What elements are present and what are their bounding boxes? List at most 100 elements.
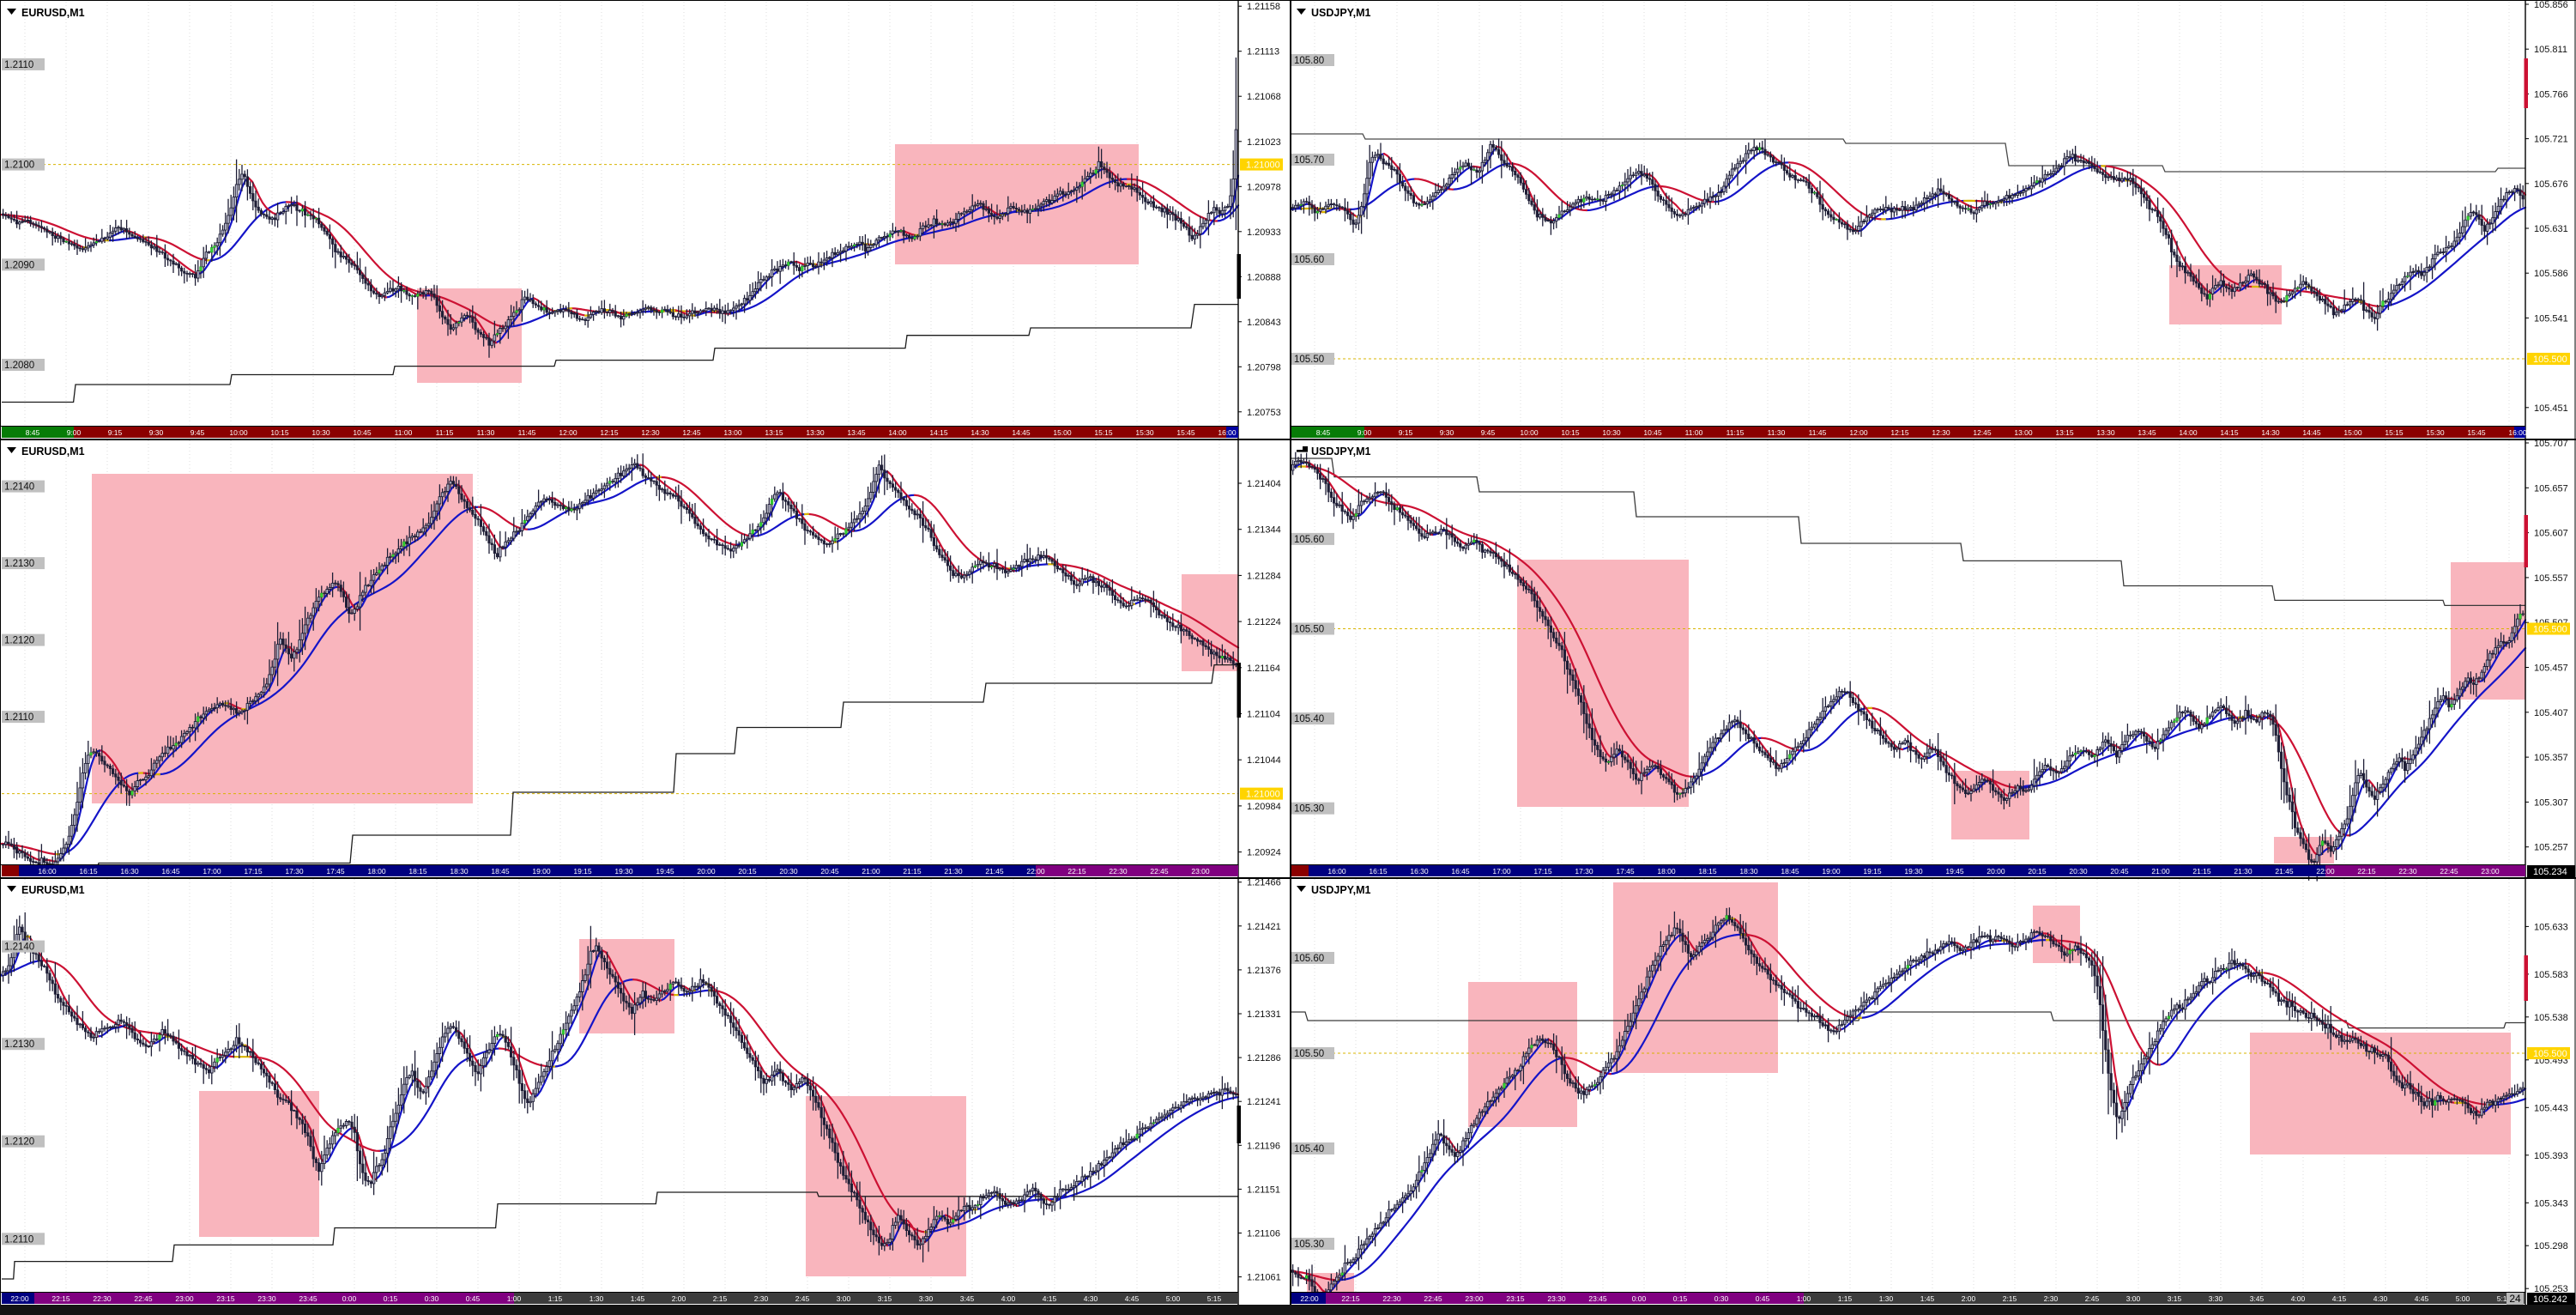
- svg-text:13:15: 13:15: [765, 428, 783, 437]
- svg-text:3:15: 3:15: [878, 1294, 892, 1303]
- svg-text:13:00: 13:00: [2014, 428, 2033, 437]
- svg-text:1:00: 1:00: [507, 1294, 522, 1303]
- svg-text:12:30: 12:30: [641, 428, 660, 437]
- svg-text:3:00: 3:00: [2126, 1294, 2141, 1303]
- svg-text:1.21000: 1.21000: [1246, 790, 1280, 800]
- svg-text:105.30: 105.30: [1294, 1239, 1324, 1250]
- svg-text:17:00: 17:00: [203, 867, 221, 876]
- svg-text:17:15: 17:15: [1533, 867, 1552, 876]
- svg-text:105.583: 105.583: [2534, 970, 2568, 980]
- svg-text:13:00: 13:00: [723, 428, 742, 437]
- svg-text:EURUSD,M1: EURUSD,M1: [21, 884, 85, 896]
- svg-text:10:15: 10:15: [1561, 428, 1580, 437]
- svg-text:1.21106: 1.21106: [1247, 1229, 1280, 1239]
- svg-text:20:30: 20:30: [2069, 867, 2088, 876]
- svg-text:1.2130: 1.2130: [4, 1039, 34, 1050]
- svg-text:13:30: 13:30: [806, 428, 825, 437]
- svg-text:22:15: 22:15: [1067, 867, 1086, 876]
- svg-text:1.21068: 1.21068: [1247, 92, 1281, 102]
- svg-text:105.70: 105.70: [1294, 155, 1324, 166]
- svg-text:105.30: 105.30: [1294, 804, 1324, 815]
- svg-text:105.307: 105.307: [2534, 797, 2568, 808]
- svg-text:11:30: 11:30: [1768, 428, 1786, 437]
- svg-text:105.766: 105.766: [2534, 89, 2568, 100]
- svg-text:1.20798: 1.20798: [1247, 362, 1281, 373]
- svg-text:4:00: 4:00: [1001, 1294, 1016, 1303]
- svg-text:23:00: 23:00: [1465, 1294, 1484, 1303]
- svg-text:10:45: 10:45: [353, 428, 372, 437]
- svg-text:10:45: 10:45: [1643, 428, 1662, 437]
- svg-text:105.707: 105.707: [2534, 439, 2568, 449]
- svg-text:4:45: 4:45: [1125, 1294, 1140, 1303]
- svg-text:13:30: 13:30: [2096, 428, 2115, 437]
- svg-text:1.21023: 1.21023: [1247, 137, 1281, 148]
- svg-text:9:15: 9:15: [108, 428, 123, 437]
- svg-text:22:00: 22:00: [1300, 1294, 1319, 1303]
- svg-text:105.393: 105.393: [2534, 1151, 2568, 1161]
- svg-text:105.60: 105.60: [1294, 954, 1324, 964]
- svg-text:4:30: 4:30: [2373, 1294, 2388, 1303]
- svg-text:21:30: 21:30: [2234, 867, 2252, 876]
- svg-text:0:45: 0:45: [466, 1294, 481, 1303]
- svg-text:105.541: 105.541: [2534, 313, 2568, 324]
- svg-text:22:45: 22:45: [2440, 867, 2458, 876]
- svg-text:2:00: 2:00: [672, 1294, 686, 1303]
- svg-text:15:00: 15:00: [1053, 428, 1072, 437]
- svg-text:105.60: 105.60: [1294, 535, 1324, 545]
- svg-text:10:00: 10:00: [1520, 428, 1539, 437]
- svg-text:1.20888: 1.20888: [1247, 272, 1281, 282]
- svg-text:0:45: 0:45: [1756, 1294, 1770, 1303]
- svg-text:12:15: 12:15: [1890, 428, 1909, 437]
- svg-text:21:15: 21:15: [2192, 867, 2211, 876]
- svg-text:105.50: 105.50: [1294, 625, 1324, 635]
- svg-text:19:00: 19:00: [1822, 867, 1841, 876]
- svg-text:11:45: 11:45: [518, 428, 536, 437]
- svg-text:5:00: 5:00: [2456, 1294, 2470, 1303]
- svg-text:5:00: 5:00: [1166, 1294, 1181, 1303]
- svg-text:23:00: 23:00: [175, 1294, 194, 1303]
- svg-text:1.21224: 1.21224: [1247, 617, 1281, 627]
- svg-text:12:30: 12:30: [1932, 428, 1950, 437]
- svg-text:9:45: 9:45: [1481, 428, 1496, 437]
- svg-text:22:30: 22:30: [93, 1294, 112, 1303]
- svg-text:1.2110: 1.2110: [4, 1234, 33, 1245]
- svg-text:16:30: 16:30: [120, 867, 139, 876]
- svg-text:22:30: 22:30: [2398, 867, 2417, 876]
- svg-text:16:30: 16:30: [1410, 867, 1429, 876]
- svg-text:105.451: 105.451: [2534, 403, 2568, 414]
- svg-text:1.2120: 1.2120: [4, 1137, 34, 1148]
- svg-text:USDJPY,M1: USDJPY,M1: [1311, 445, 1371, 458]
- svg-text:12:45: 12:45: [682, 428, 701, 437]
- svg-text:16:15: 16:15: [1369, 867, 1388, 876]
- svg-text:1.21000: 1.21000: [1246, 161, 1280, 171]
- svg-text:17:45: 17:45: [1616, 867, 1635, 876]
- svg-text:105.721: 105.721: [2534, 135, 2568, 145]
- svg-text:1.2130: 1.2130: [4, 559, 34, 569]
- svg-text:22:15: 22:15: [2357, 867, 2376, 876]
- svg-text:2:45: 2:45: [2085, 1294, 2100, 1303]
- svg-text:17:30: 17:30: [285, 867, 304, 876]
- svg-text:20:00: 20:00: [697, 867, 716, 876]
- svg-text:105.257: 105.257: [2534, 843, 2568, 853]
- svg-text:20:15: 20:15: [738, 867, 757, 876]
- svg-text:21:30: 21:30: [944, 867, 963, 876]
- svg-text:14:00: 14:00: [2179, 428, 2198, 437]
- svg-text:105.856: 105.856: [2534, 0, 2568, 10]
- svg-text:22:45: 22:45: [1150, 867, 1169, 876]
- svg-text:22:15: 22:15: [51, 1294, 70, 1303]
- svg-text:18:00: 18:00: [1657, 867, 1676, 876]
- svg-text:105.557: 105.557: [2534, 573, 2568, 584]
- svg-text:20:15: 20:15: [2028, 867, 2047, 876]
- svg-text:3:45: 3:45: [960, 1294, 975, 1303]
- svg-text:1.21344: 1.21344: [1247, 525, 1281, 536]
- svg-text:4:45: 4:45: [2415, 1294, 2429, 1303]
- svg-text:105.40: 105.40: [1294, 1144, 1324, 1154]
- svg-text:5:15: 5:15: [2497, 1294, 2512, 1303]
- svg-text:2:30: 2:30: [754, 1294, 769, 1303]
- svg-text:105.40: 105.40: [1294, 714, 1324, 724]
- svg-text:1:45: 1:45: [631, 1294, 645, 1303]
- svg-text:14:45: 14:45: [2302, 428, 2321, 437]
- svg-text:105.407: 105.407: [2534, 708, 2568, 718]
- svg-text:23:45: 23:45: [1588, 1294, 1607, 1303]
- svg-text:14:15: 14:15: [2220, 428, 2239, 437]
